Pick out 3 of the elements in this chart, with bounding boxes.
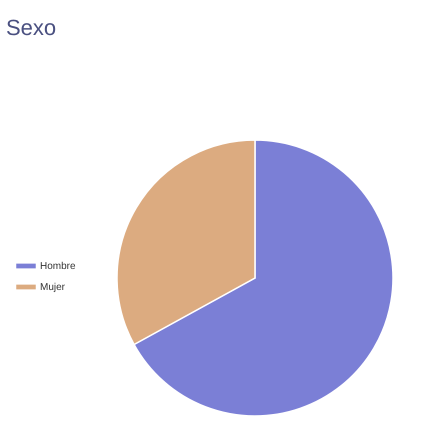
chart-title: Sexo [6,15,56,40]
legend-label: Mujer [40,282,66,293]
legend-label: Hombre [40,261,76,272]
